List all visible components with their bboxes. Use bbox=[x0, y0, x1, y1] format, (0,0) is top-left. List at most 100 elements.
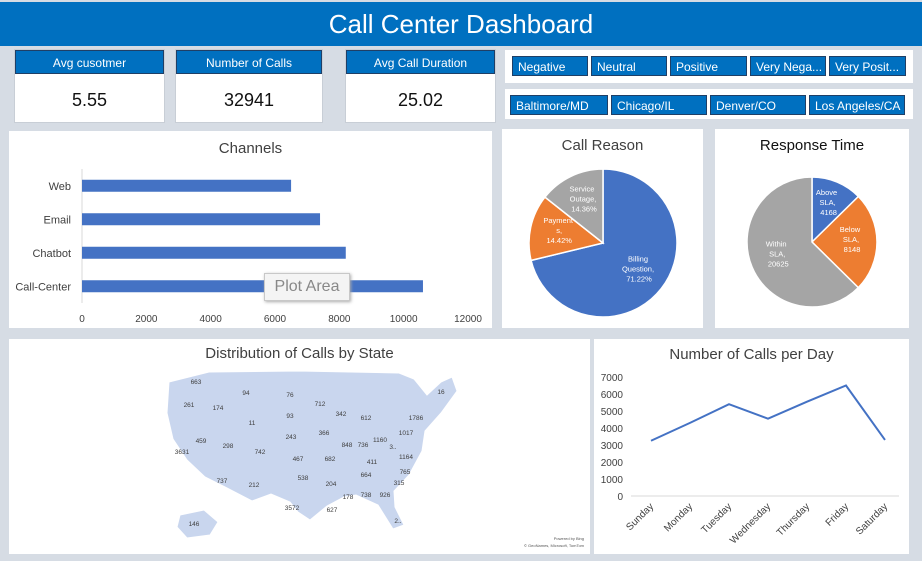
state-value-label: 627 bbox=[327, 507, 338, 514]
pie-slice[interactable] bbox=[543, 168, 604, 245]
alaska-shape bbox=[176, 509, 219, 539]
state-value-label: 243 bbox=[286, 434, 297, 441]
pie-data-label: Within SLA, 20625 bbox=[766, 240, 789, 269]
state-value-label: 738 bbox=[361, 492, 372, 499]
state-value-label: 1017 bbox=[399, 430, 414, 437]
map-title: Distribution of Calls by State bbox=[205, 345, 394, 362]
response-time-chart-panel[interactable]: Response Time Above SLA, 4168 Below SLA, … bbox=[715, 129, 909, 328]
x-tick-label: 6000 bbox=[264, 314, 287, 325]
sentiment-slicer: Negative Neutral Positive Very Nega... V… bbox=[505, 50, 913, 83]
x-tick-label: Sunday bbox=[624, 501, 656, 533]
pie-slice[interactable] bbox=[810, 195, 878, 289]
state-value-labels: 663 94 76 16 261 174 712 342 1786 93 612 11 1017 366 1… bbox=[175, 379, 445, 528]
state-value-label: 712 bbox=[315, 401, 326, 408]
slicer-item-positive[interactable]: Positive bbox=[670, 56, 747, 76]
state-value-label: 742 bbox=[255, 449, 266, 456]
calls-per-day-line[interactable] bbox=[650, 384, 886, 442]
pie-data-label: Below SLA, 8148 bbox=[840, 225, 863, 254]
plot-area-tooltip: Plot Area bbox=[264, 273, 350, 301]
dashboard-title-bar: Call Center Dashboard bbox=[0, 2, 922, 46]
x-tick-label: Thursday bbox=[775, 501, 812, 538]
pie-data-label: Service Outage, 14.36% bbox=[569, 185, 597, 214]
kpi-card-avg-call-duration: Avg Call Duration 25.02 bbox=[345, 49, 496, 123]
pie-slice[interactable] bbox=[746, 176, 860, 308]
x-tick-label: Tuesday bbox=[699, 501, 734, 536]
state-value-label: 76 bbox=[286, 392, 294, 399]
state-value-label: 3631 bbox=[175, 449, 190, 456]
state-value-label: 93 bbox=[286, 413, 294, 420]
x-tick-label: 8000 bbox=[328, 314, 351, 325]
x-tick-label: Wednesday bbox=[728, 501, 773, 546]
slicer-item-denver[interactable]: Denver/CO bbox=[710, 95, 806, 115]
state-value-label: 315 bbox=[394, 480, 405, 487]
state-value-label: 467 bbox=[293, 456, 304, 463]
category-label: Email bbox=[43, 214, 71, 226]
state-value-label: 737 bbox=[217, 478, 228, 485]
state-value-label: 1160 bbox=[373, 437, 387, 444]
x-tick-label: 12000 bbox=[454, 314, 482, 325]
y-tick-label: 5000 bbox=[601, 407, 624, 418]
state-value-label: 3572 bbox=[285, 505, 300, 512]
calls-by-state-map-panel[interactable]: Distribution of Calls by State 663 94 76 16… bbox=[9, 339, 590, 554]
state-value-label: 664 bbox=[361, 472, 372, 479]
state-value-label: 16 bbox=[437, 389, 445, 396]
kpi-value: 32941 bbox=[223, 90, 275, 110]
x-tick-label: 10000 bbox=[390, 314, 418, 325]
call-reason-chart-panel[interactable]: Call Reason Billing Question, 71.22% Paym… bbox=[502, 129, 703, 328]
channels-chart-panel[interactable]: Channels Call-Center Chatbot Email Web 0 2000… bbox=[9, 131, 492, 328]
call-reason-pie-chart: Billing Question, 71.22% Payment s, 14.42… bbox=[528, 168, 678, 318]
y-tick-label: 7000 bbox=[601, 373, 624, 384]
state-value-label: 204 bbox=[326, 481, 337, 488]
state-value-label: 178 bbox=[343, 494, 354, 501]
slicer-item-very-negative[interactable]: Very Nega... bbox=[750, 56, 826, 76]
state-value-label: 765 bbox=[400, 469, 411, 476]
calls-per-day-line-chart: 0 1000 2000 3000 4000 5000 6000 7000 Sunday Monda… bbox=[601, 373, 899, 546]
pie-slice[interactable] bbox=[528, 196, 605, 262]
calls-per-day-chart-panel[interactable]: Number of Calls per Day 0 1000 2000 3000 400… bbox=[594, 339, 909, 554]
map-credit-geonames: © GeoNames, Microsoft, TomTom bbox=[524, 543, 585, 548]
state-value-label: 94 bbox=[242, 390, 250, 397]
chart-title: Response Time bbox=[759, 137, 865, 154]
y-tick-label: 1000 bbox=[601, 475, 624, 486]
state-value-label: 298 bbox=[223, 443, 234, 450]
page-title: Call Center Dashboard bbox=[328, 8, 594, 39]
y-tick-label: 2000 bbox=[601, 458, 624, 469]
bar-call-center[interactable] bbox=[82, 280, 423, 293]
bar-chatbot[interactable] bbox=[82, 246, 346, 259]
slicer-item-very-positive[interactable]: Very Posit... bbox=[829, 56, 906, 76]
state-value-label: 366 bbox=[319, 430, 330, 437]
state-value-label: 411 bbox=[367, 459, 378, 466]
state-value-label: 848 bbox=[342, 442, 353, 449]
state-value-label: 926 bbox=[380, 492, 391, 499]
x-tick-label: Monday bbox=[662, 501, 695, 534]
state-value-label: 459 bbox=[196, 438, 207, 445]
slicer-item-neutral[interactable]: Neutral bbox=[591, 56, 667, 76]
city-slicer: Baltimore/MD Chicago/IL Denver/CO Los An… bbox=[505, 89, 913, 119]
kpi-label: Avg Call Duration bbox=[346, 50, 495, 74]
slicer-item-negative[interactable]: Negative bbox=[512, 56, 588, 76]
us-mainland-shape bbox=[166, 370, 458, 530]
state-value-label: 174 bbox=[213, 405, 224, 412]
state-value-label: 2.. bbox=[394, 518, 401, 525]
bar-email[interactable] bbox=[82, 213, 321, 226]
slicer-item-baltimore[interactable]: Baltimore/MD bbox=[510, 95, 608, 115]
category-label: Web bbox=[49, 181, 71, 193]
state-value-label: 146 bbox=[189, 521, 200, 528]
state-value-label: 538 bbox=[298, 475, 309, 482]
category-label: Chatbot bbox=[32, 248, 71, 260]
state-value-label: 342 bbox=[336, 411, 347, 418]
slicer-item-los-angeles[interactable]: Los Angeles/CA bbox=[809, 95, 905, 115]
state-value-label: 212 bbox=[249, 482, 260, 489]
slicer-item-chicago[interactable]: Chicago/IL bbox=[611, 95, 707, 115]
x-tick-label: Friday bbox=[824, 501, 851, 528]
bar-web[interactable] bbox=[82, 179, 292, 192]
state-value-label: 11 bbox=[249, 420, 256, 427]
kpi-value: 25.02 bbox=[397, 90, 444, 110]
chart-title: Channels bbox=[218, 140, 283, 157]
kpi-label: Number of Calls bbox=[176, 50, 322, 74]
state-value-label: 1164 bbox=[399, 454, 413, 461]
pie-data-label: Billing Question, 71.22% bbox=[622, 254, 656, 283]
us-states-map: 663 94 76 16 261 174 712 342 1786 93 612 11 1017 366 1… bbox=[166, 370, 585, 548]
y-tick-label: 3000 bbox=[601, 441, 624, 452]
